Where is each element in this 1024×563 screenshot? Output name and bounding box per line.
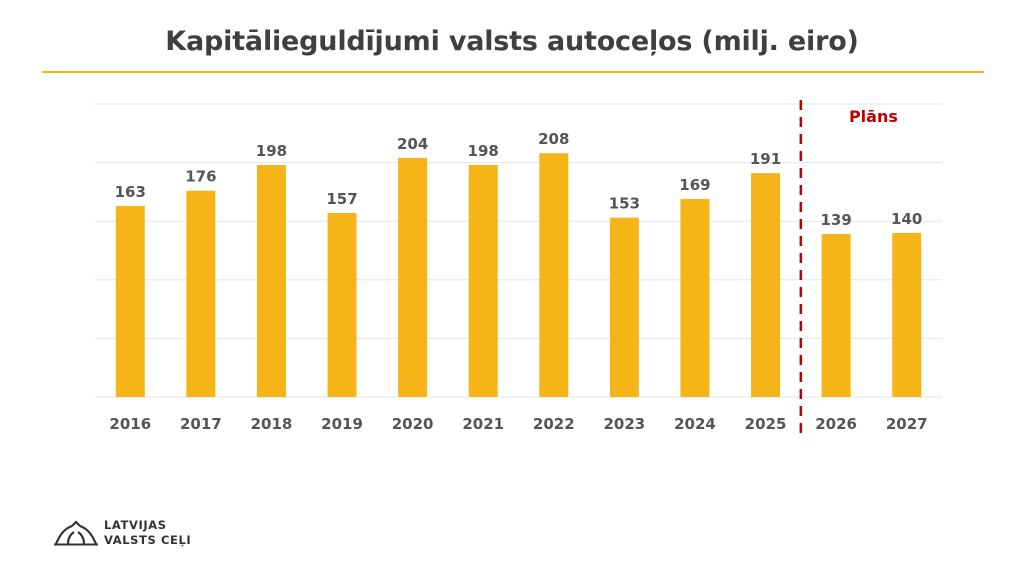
x-tick-label: 2017 [180, 415, 222, 433]
data-label: 191 [750, 150, 781, 168]
data-label: 176 [185, 168, 216, 186]
x-tick-label: 2021 [462, 415, 504, 433]
x-tick-label: 2026 [815, 415, 857, 433]
bar [680, 198, 710, 397]
logo-line-2: VALSTS CEĻI [104, 533, 192, 547]
title-underline [42, 71, 984, 73]
x-tick-label: 2020 [392, 415, 434, 433]
x-tick-label: 2025 [745, 415, 787, 433]
bar [256, 164, 286, 397]
bar [398, 157, 428, 397]
data-label: 169 [679, 176, 710, 194]
bar [821, 234, 851, 397]
bar [751, 173, 781, 397]
bar [115, 205, 145, 397]
data-label: 140 [891, 210, 922, 228]
data-label: 157 [326, 190, 357, 208]
x-tick-label: 2018 [251, 415, 293, 433]
x-tick-label: 2016 [109, 415, 151, 433]
data-label: 198 [468, 142, 499, 160]
data-label: 163 [115, 183, 146, 201]
logo: LATVIJAS VALSTS CEĻI [54, 518, 254, 552]
logo-text: LATVIJAS VALSTS CEĻI [104, 518, 191, 548]
bar [892, 232, 922, 397]
data-label: 204 [397, 135, 428, 153]
x-tick-label: 2024 [674, 415, 716, 433]
x-tick-label: 2019 [321, 415, 363, 433]
data-label: 208 [538, 130, 569, 148]
data-label: 153 [609, 195, 640, 213]
logo-line-1: LATVIJAS [104, 518, 167, 532]
x-tick-label: 2023 [604, 415, 646, 433]
bar [609, 217, 639, 397]
road-bridge-logo-icon [54, 520, 98, 546]
data-label: 198 [256, 142, 287, 160]
bar [186, 190, 216, 397]
bar [327, 212, 357, 397]
bar [468, 164, 498, 397]
x-tick-label: 2022 [533, 415, 575, 433]
data-label: 139 [820, 211, 851, 229]
plan-label: Plāns [849, 107, 898, 126]
chart-title: Kapitālieguldījumi valsts autoceļos (mil… [165, 26, 859, 57]
x-tick-label: 2027 [886, 415, 928, 433]
bar [539, 153, 569, 397]
